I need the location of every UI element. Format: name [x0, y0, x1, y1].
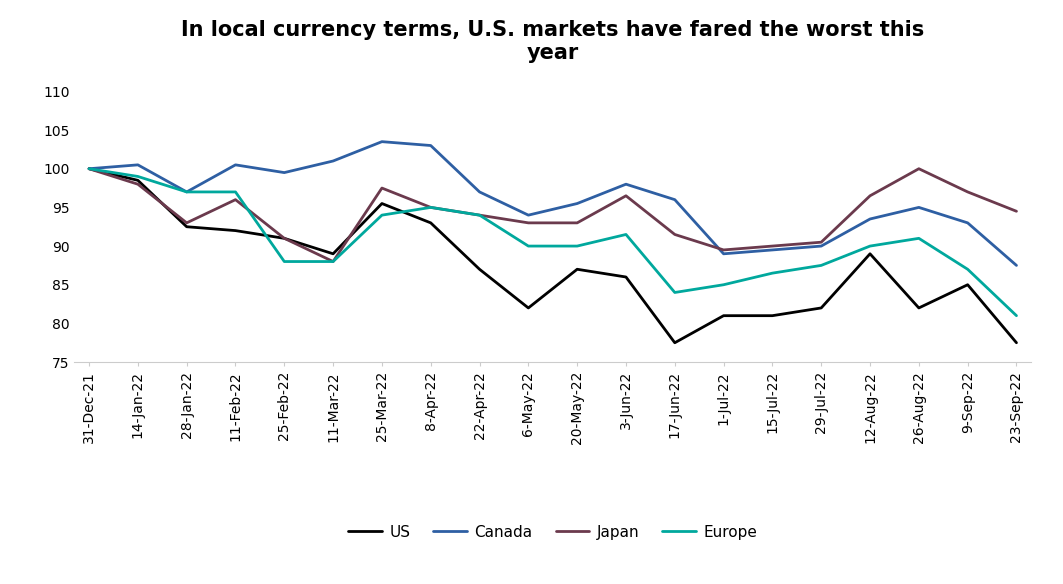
- Europe: [277, 258, 290, 265]
- Canada: [277, 169, 290, 176]
- US: [230, 227, 242, 234]
- Title: In local currency terms, U.S. markets have fared the worst this
year: In local currency terms, U.S. markets ha…: [181, 20, 925, 63]
- Europe: [766, 270, 779, 277]
- US: [424, 220, 437, 227]
- US: [277, 235, 290, 242]
- Europe: [230, 189, 242, 196]
- Canada: [181, 189, 193, 196]
- Canada: [522, 211, 535, 218]
- Europe: [473, 211, 486, 218]
- Japan: [522, 220, 535, 227]
- Canada: [669, 196, 681, 203]
- Europe: [83, 165, 96, 172]
- US: [620, 273, 632, 280]
- US: [375, 200, 388, 207]
- Canada: [132, 161, 145, 168]
- Canada: [863, 215, 876, 223]
- Europe: [132, 173, 145, 180]
- Europe: [326, 258, 339, 265]
- US: [863, 251, 876, 258]
- US: [326, 251, 339, 258]
- Europe: [912, 235, 925, 242]
- Japan: [571, 220, 584, 227]
- Europe: [424, 204, 437, 211]
- US: [1010, 339, 1023, 346]
- Europe: [1010, 312, 1023, 319]
- Europe: [669, 289, 681, 296]
- Canada: [230, 161, 242, 168]
- Japan: [424, 204, 437, 211]
- Canada: [571, 200, 584, 207]
- US: [961, 281, 974, 288]
- Europe: [620, 231, 632, 238]
- Canada: [473, 189, 486, 196]
- Japan: [863, 192, 876, 199]
- US: [815, 304, 828, 311]
- Europe: [375, 211, 388, 218]
- Line: Canada: Canada: [89, 142, 1016, 265]
- Europe: [961, 266, 974, 273]
- Canada: [912, 204, 925, 211]
- Canada: [766, 246, 779, 253]
- US: [669, 339, 681, 346]
- Canada: [424, 142, 437, 149]
- US: [718, 312, 730, 319]
- US: [181, 223, 193, 230]
- Japan: [181, 220, 193, 227]
- Canada: [83, 165, 96, 172]
- Japan: [277, 235, 290, 242]
- US: [912, 304, 925, 311]
- Japan: [912, 165, 925, 172]
- Japan: [473, 211, 486, 218]
- Japan: [132, 180, 145, 187]
- Canada: [718, 251, 730, 258]
- Line: Europe: Europe: [89, 169, 1016, 316]
- Line: US: US: [89, 169, 1016, 343]
- Japan: [326, 258, 339, 265]
- Canada: [326, 158, 339, 165]
- Japan: [815, 239, 828, 246]
- Canada: [1010, 262, 1023, 269]
- Europe: [522, 242, 535, 249]
- Europe: [863, 242, 876, 249]
- US: [571, 266, 584, 273]
- Europe: [181, 189, 193, 196]
- US: [522, 304, 535, 311]
- Japan: [230, 196, 242, 203]
- Japan: [375, 185, 388, 192]
- Japan: [766, 242, 779, 249]
- US: [473, 266, 486, 273]
- Europe: [571, 242, 584, 249]
- Japan: [620, 192, 632, 199]
- US: [766, 312, 779, 319]
- Canada: [815, 242, 828, 249]
- Europe: [718, 281, 730, 288]
- Japan: [1010, 208, 1023, 215]
- Canada: [620, 180, 632, 187]
- Europe: [815, 262, 828, 269]
- Japan: [83, 165, 96, 172]
- Legend: US, Canada, Japan, Europe: US, Canada, Japan, Europe: [342, 519, 763, 545]
- US: [132, 177, 145, 184]
- Japan: [669, 231, 681, 238]
- US: [83, 165, 96, 172]
- Canada: [375, 138, 388, 145]
- Canada: [961, 220, 974, 227]
- Japan: [718, 246, 730, 253]
- Japan: [961, 189, 974, 196]
- Line: Japan: Japan: [89, 169, 1016, 262]
